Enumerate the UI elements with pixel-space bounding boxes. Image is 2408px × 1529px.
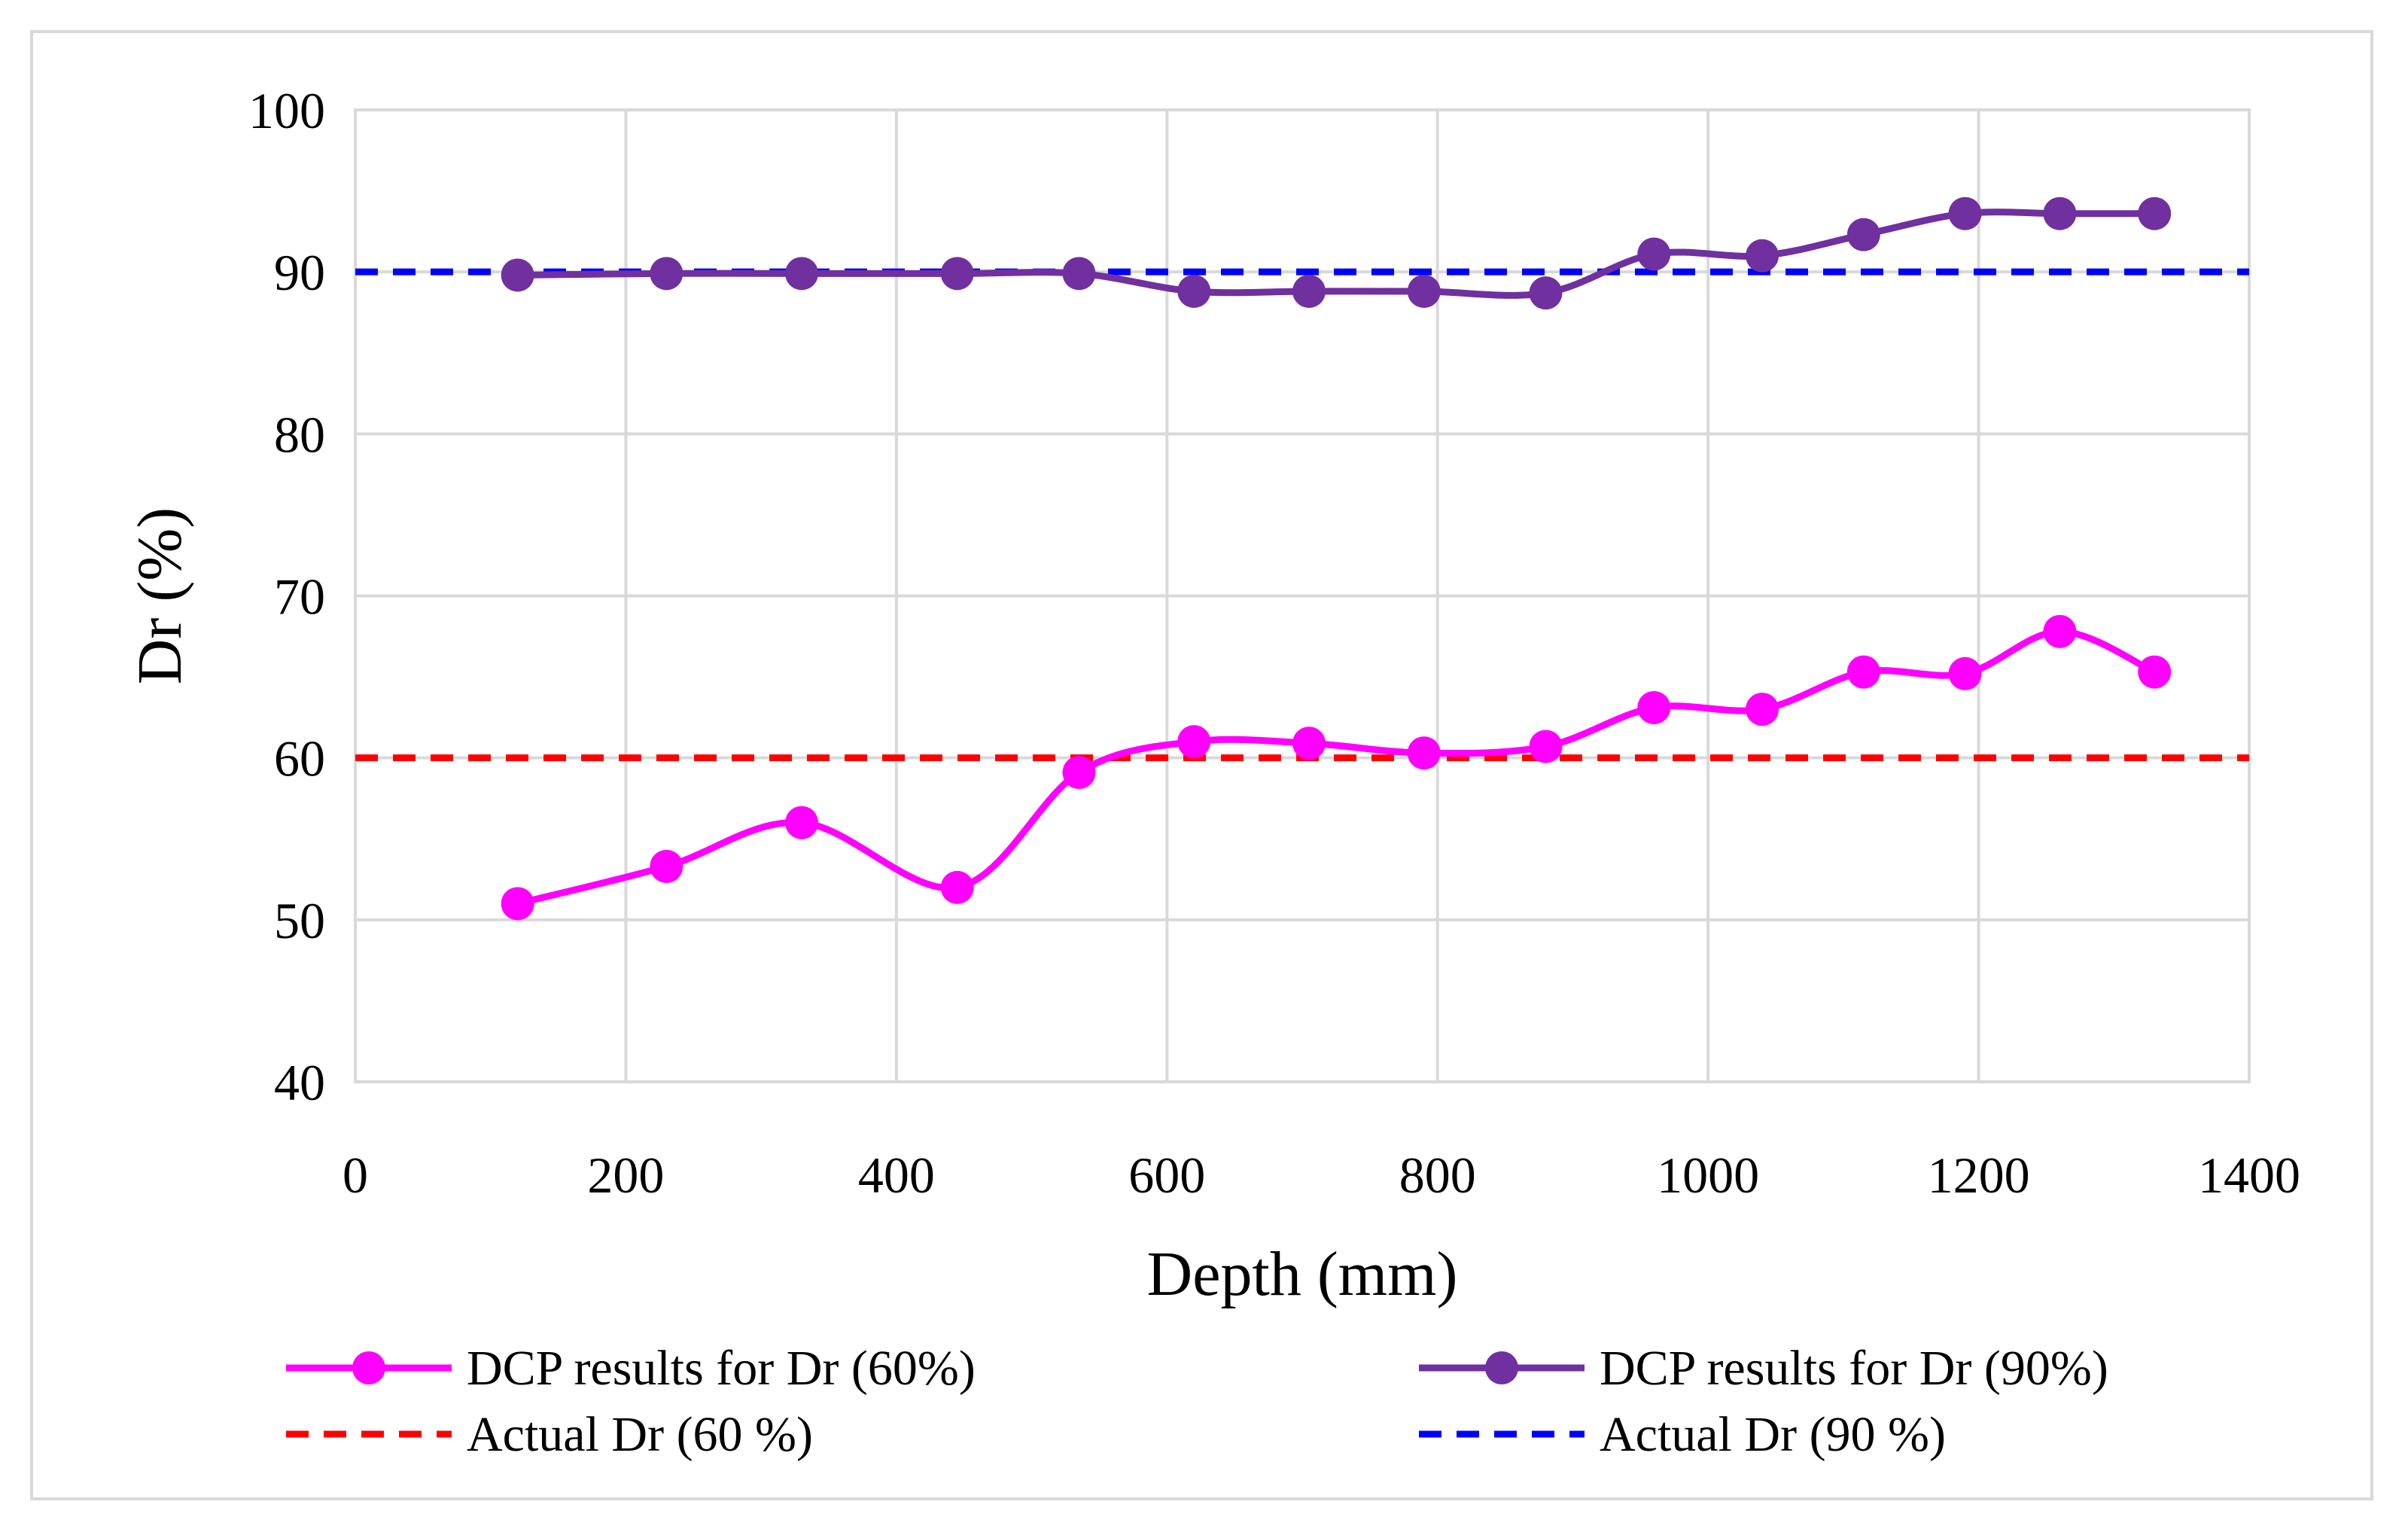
data-point xyxy=(940,257,974,291)
x-tick-label: 1400 xyxy=(2198,1147,2300,1204)
legend-label: DCP results for Dr (90%) xyxy=(1600,1341,2108,1396)
data-point xyxy=(1637,237,1671,271)
x-tick-label: 400 xyxy=(858,1147,935,1204)
data-point xyxy=(1948,656,1982,690)
y-axis-title: Dr (%) xyxy=(125,507,195,685)
legend-label: Actual Dr (90 %) xyxy=(1600,1407,1946,1462)
series-dcp-results-for-dr-90 xyxy=(501,196,2172,310)
data-point xyxy=(1062,756,1096,790)
data-point xyxy=(1292,274,1326,308)
x-axis-title: Depth (mm) xyxy=(1147,1239,1458,1309)
legend-marker xyxy=(352,1351,385,1384)
legend-item-actual-dr-60: Actual Dr (60 %) xyxy=(286,1407,813,1462)
data-point xyxy=(1846,218,1880,251)
y-tick-label: 80 xyxy=(274,406,325,463)
data-point xyxy=(1292,726,1326,760)
data-point xyxy=(501,258,534,292)
legend: DCP results for Dr (60%) DCP results for … xyxy=(286,1341,2108,1462)
data-point xyxy=(785,806,819,839)
y-tick-label: 90 xyxy=(274,244,325,301)
legend-marker xyxy=(1485,1351,1518,1384)
legend-label: DCP results for Dr (60%) xyxy=(467,1341,976,1396)
data-point xyxy=(2138,655,2172,689)
data-point xyxy=(1177,725,1211,759)
data-point xyxy=(785,257,819,291)
x-tick-label: 1200 xyxy=(1928,1147,2030,1204)
y-tick-label: 100 xyxy=(248,82,325,139)
y-tick-label: 70 xyxy=(274,568,325,626)
series-line-dcp-results-for-dr-90 xyxy=(517,209,2155,299)
data-series xyxy=(501,196,2172,921)
data-point xyxy=(1407,736,1441,770)
grid-lines xyxy=(354,108,2251,1083)
plot-area-border xyxy=(354,108,2251,1083)
data-point xyxy=(1637,690,1671,724)
data-point xyxy=(940,870,974,904)
data-point xyxy=(1177,274,1211,308)
legend-item-actual-dr-90: Actual Dr (90 %) xyxy=(1419,1407,1946,1462)
data-point xyxy=(1062,257,1096,291)
y-tick-label: 50 xyxy=(274,892,325,949)
data-point xyxy=(1948,196,1982,230)
data-point xyxy=(650,257,683,291)
data-point xyxy=(2138,196,2172,230)
x-tick-label: 0 xyxy=(342,1147,368,1204)
x-tick-label: 1000 xyxy=(1657,1147,1759,1204)
y-tick-label: 40 xyxy=(274,1054,325,1111)
data-point xyxy=(1746,693,1779,726)
series-dcp-results-for-dr-60 xyxy=(501,614,2172,921)
data-point xyxy=(1746,239,1779,273)
y-tick-label: 60 xyxy=(274,730,325,787)
legend-label: Actual Dr (60 %) xyxy=(467,1407,813,1462)
data-point xyxy=(1529,729,1563,763)
data-point xyxy=(2043,614,2077,648)
series-line-dcp-results-for-dr-60 xyxy=(516,628,2157,907)
x-tick-label: 600 xyxy=(1128,1147,1205,1204)
data-point xyxy=(1846,655,1880,689)
legend-item-dcp-results-for-dr-90: DCP results for Dr (90%) xyxy=(1419,1341,2108,1396)
data-point xyxy=(650,849,683,883)
data-point xyxy=(1407,274,1441,308)
x-tick-label: 200 xyxy=(587,1147,664,1204)
data-point xyxy=(1529,276,1563,310)
x-tick-label: 800 xyxy=(1399,1147,1476,1204)
data-point xyxy=(2043,196,2077,230)
data-point xyxy=(501,887,534,921)
legend-item-dcp-results-for-dr-60: DCP results for Dr (60%) xyxy=(286,1341,976,1396)
